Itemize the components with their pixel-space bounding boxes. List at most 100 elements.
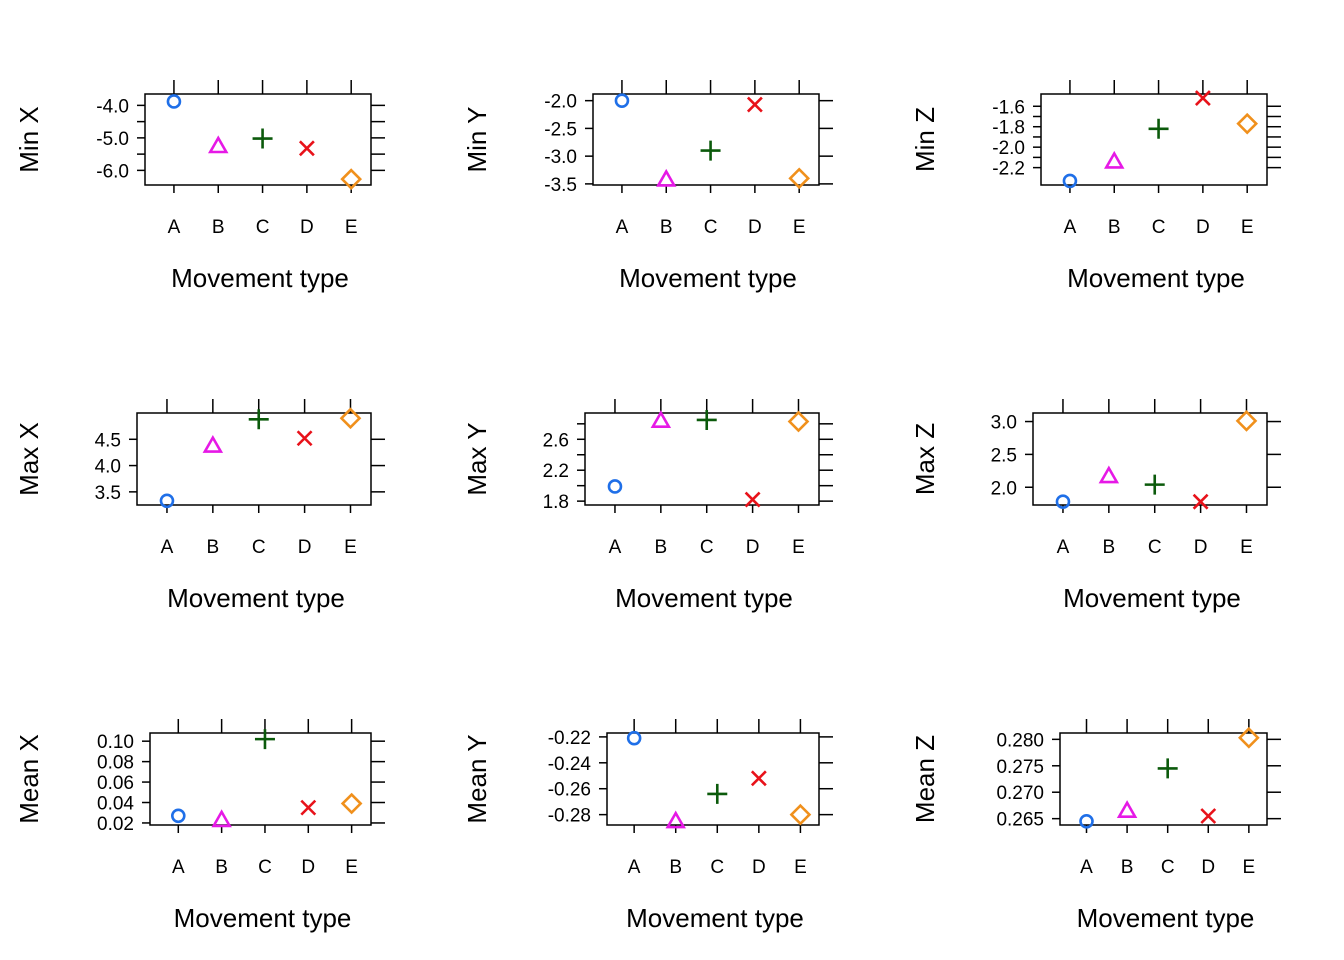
point-a [1079, 813, 1094, 829]
x-tick-label: A [609, 537, 622, 558]
y-tick-label: 3.0 [991, 413, 1017, 434]
x-tick-label: B [212, 217, 225, 238]
point-c [254, 729, 275, 750]
y-tick-label: -3.0 [544, 147, 577, 168]
y-tick-label: -4.0 [96, 96, 129, 117]
point-b [202, 434, 224, 453]
x-tick-label: B [1108, 217, 1121, 238]
point-b [665, 810, 686, 829]
point-d [750, 770, 767, 787]
y-tick-label: 4.5 [95, 430, 121, 451]
x-tick-label: C [1148, 537, 1162, 558]
point-e [1235, 410, 1258, 432]
point-b [1116, 800, 1138, 819]
x-tick-label: D [300, 217, 314, 238]
point-c [700, 140, 721, 161]
point-e [340, 168, 363, 190]
y-axis-title: Max Y [462, 422, 492, 495]
point-b [211, 809, 232, 828]
y-tick-label: -2.2 [992, 159, 1025, 180]
y-axis-title: Max Z [910, 423, 940, 495]
y-tick-label: -1.8 [992, 118, 1025, 139]
x-axis-title: Movement type [167, 583, 345, 613]
y-axis-title: Min Y [462, 107, 492, 173]
x-axis-title: Movement type [615, 583, 793, 613]
x-axis-title: Movement type [1077, 903, 1255, 933]
point-b [208, 135, 229, 154]
point-e [1238, 726, 1260, 749]
y-tick-label: -6.0 [96, 161, 129, 182]
panel-min-x: A B C D E -6.0 -5.0 -4.0 Movement type Min X [14, 80, 385, 293]
x-tick-label: D [1196, 217, 1210, 238]
x-tick-label: D [746, 537, 760, 558]
x-axis-title: Movement type [1067, 263, 1245, 293]
y-axis-title: Min X [14, 106, 44, 172]
y-tick-label: -1.6 [992, 97, 1025, 118]
x-tick-label: C [252, 537, 266, 558]
plot-frame [136, 412, 372, 506]
point-d [300, 799, 317, 816]
point-c [248, 409, 269, 430]
x-tick-label: E [793, 217, 806, 238]
point-c [1148, 118, 1169, 139]
y-tick-label: 0.280 [996, 730, 1044, 751]
y-axis-title: Mean X [14, 734, 44, 824]
point-e [787, 410, 810, 433]
point-d [1192, 493, 1209, 510]
x-tick-label: A [1064, 217, 1077, 238]
x-tick-label: B [215, 857, 228, 878]
point-c [1157, 758, 1178, 779]
y-tick-label: -0.24 [548, 754, 592, 775]
plot-frame [1040, 93, 1268, 186]
point-a [1062, 173, 1078, 189]
point-e [340, 792, 363, 815]
y-tick-label: 0.06 [97, 773, 134, 794]
x-tick-label: A [628, 857, 641, 878]
point-c [1144, 474, 1165, 495]
point-a [170, 808, 186, 824]
point-b [650, 410, 672, 429]
x-tick-label: D [752, 857, 766, 878]
point-d [1194, 90, 1211, 107]
x-axis-title: Movement type [174, 903, 352, 933]
plot-frame [606, 732, 820, 826]
y-tick-label: 2.5 [991, 445, 1017, 466]
y-axis-title: Mean Z [910, 735, 940, 823]
panel-max-y: A B C D E 1.8 2.2 2.6 Movement type Max Y [462, 399, 833, 613]
y-tick-label: -2.0 [544, 92, 577, 113]
y-tick-label: 0.08 [97, 753, 134, 774]
point-a [166, 94, 182, 109]
panel-max-x: A B C D E 3.5 4.0 4.5 Movement type Max X [14, 399, 385, 613]
x-tick-label: C [258, 857, 272, 878]
y-axis-title: Min Z [910, 107, 940, 172]
x-tick-label: E [792, 537, 805, 558]
panel-mean-z: A B C D E 0.265 0.270 0.275 0.280 Movement type Me… [910, 719, 1281, 933]
x-tick-label: B [1102, 537, 1115, 558]
plot-frame [1032, 412, 1268, 506]
x-tick-label: D [1201, 857, 1215, 878]
point-e [788, 167, 811, 190]
y-tick-label: 0.02 [97, 814, 134, 835]
x-tick-label: E [345, 217, 358, 238]
x-tick-label: C [710, 857, 724, 878]
x-tick-label: B [660, 217, 673, 238]
panel-mean-x: A B C D E 0.020.040.060.080.10 Movement type Me… [14, 719, 385, 933]
x-tick-label: B [1121, 857, 1134, 878]
panel-min-y: A B C D E -3.5 -3.0 -2.5 -2.0 Movement type Min Y [462, 80, 833, 293]
x-tick-label: D [1194, 537, 1208, 558]
y-tick-label: -0.22 [548, 728, 591, 749]
x-axis-title: Movement type [171, 263, 349, 293]
panel-min-z: A B C D E -2.2-2.0-1.8-1.6 Movement type Min Z [910, 80, 1281, 293]
y-tick-label: -3.5 [544, 175, 577, 196]
y-axis-title: Max X [14, 422, 44, 496]
y-tick-label: -2.5 [544, 119, 577, 140]
y-tick-label: 4.0 [95, 457, 121, 478]
x-tick-label: A [161, 537, 174, 558]
point-e [789, 803, 812, 826]
plot-frame [149, 732, 372, 826]
x-axis-title: Movement type [626, 903, 804, 933]
y-tick-label: 2.2 [543, 461, 569, 482]
y-tick-label: -0.26 [548, 780, 591, 801]
point-d [296, 430, 313, 447]
point-e [1236, 112, 1259, 135]
